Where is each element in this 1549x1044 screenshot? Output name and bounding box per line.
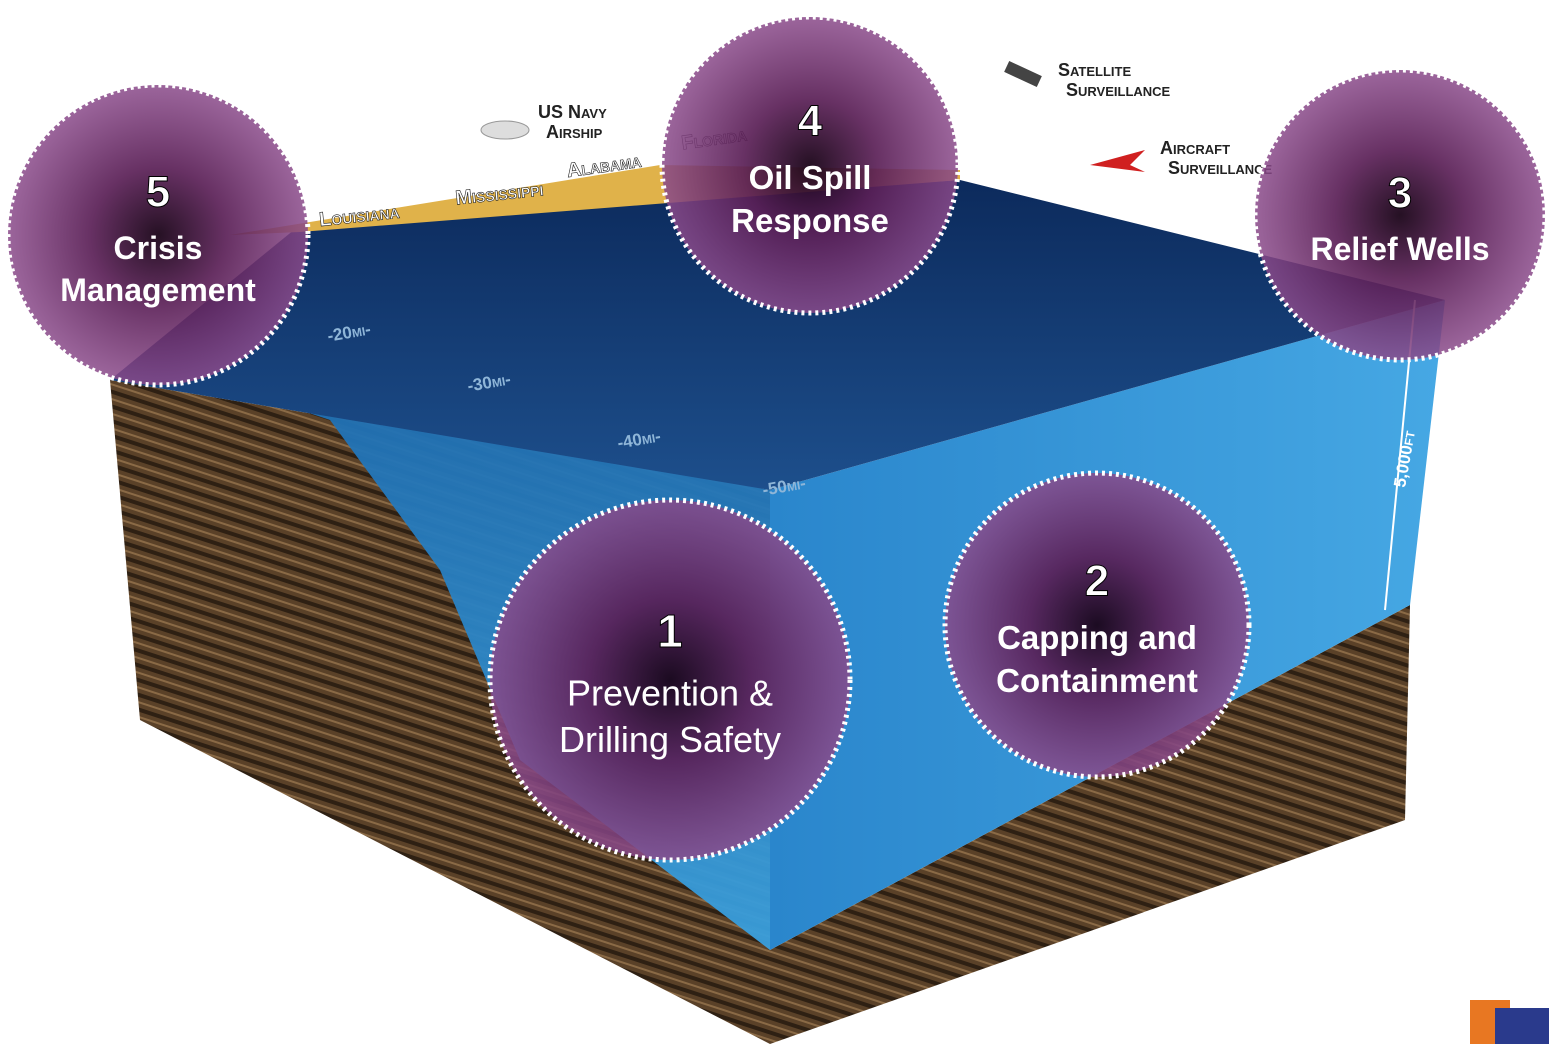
topic-number: 3 <box>1388 168 1412 217</box>
topic-circle <box>1252 67 1548 363</box>
topic-title: Containment <box>996 662 1198 699</box>
topic-title: Crisis <box>114 230 203 266</box>
logo <box>1470 1000 1549 1044</box>
topic-title: Oil Spill <box>749 159 872 196</box>
surveillance-label: Airship <box>546 122 603 142</box>
surveillance-label: Satellite <box>1058 60 1131 80</box>
topic-number: 2 <box>1085 556 1109 605</box>
topic-title: Relief Wells <box>1310 231 1489 267</box>
topic-number: 4 <box>798 96 823 145</box>
surveillance-label: Surveillance <box>1066 80 1171 100</box>
topic-title: Management <box>60 272 256 308</box>
topic-circle <box>5 82 311 388</box>
aircraft-icon <box>1090 150 1145 172</box>
topic-title: Drilling Safety <box>559 719 781 760</box>
satellite-icon <box>1004 60 1042 88</box>
logo-part <box>1495 1008 1549 1044</box>
surveillance-label: US Navy <box>538 102 607 122</box>
topic-circle <box>487 497 853 863</box>
topic-title: Prevention & <box>567 672 773 713</box>
topic-circle <box>659 14 961 316</box>
surveillance-label: Surveillance <box>1168 158 1273 178</box>
state-label: Mississippi <box>454 178 544 209</box>
airship-icon <box>480 120 530 140</box>
topic-circle <box>942 470 1252 780</box>
surveillance-label: Aircraft <box>1160 138 1230 158</box>
sea-surface <box>110 180 1445 490</box>
topic-number: 5 <box>146 168 170 217</box>
topic-title: Response <box>731 202 889 239</box>
topic-title: Capping and <box>997 619 1197 656</box>
topic-number: 1 <box>657 605 683 657</box>
seabed-right <box>770 605 1410 1044</box>
